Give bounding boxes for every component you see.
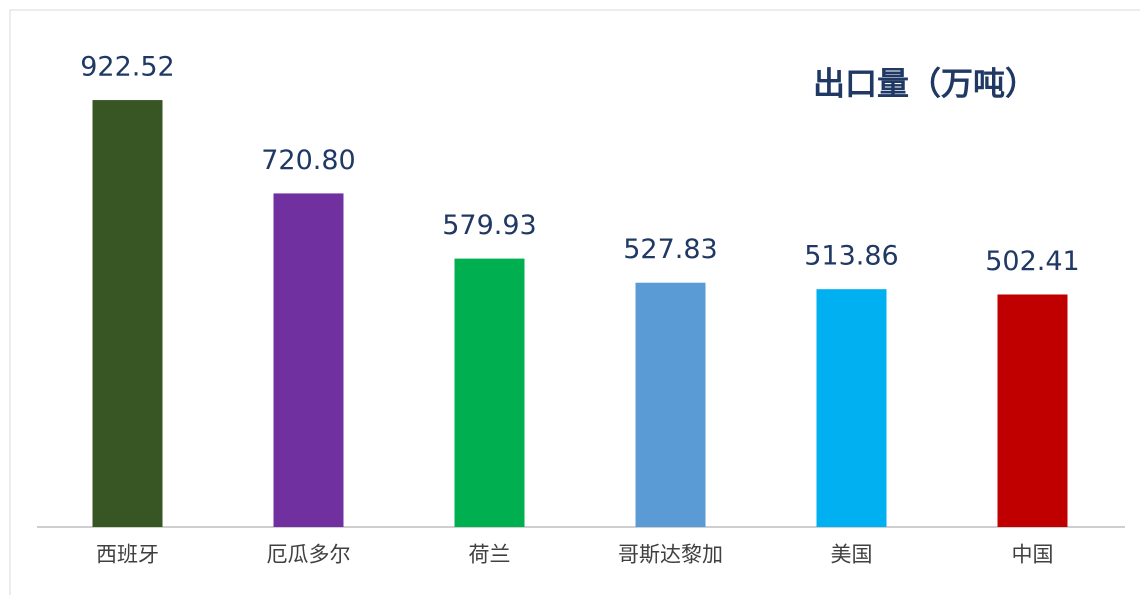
value-label: 579.93 (442, 210, 536, 241)
bar (635, 282, 706, 527)
chart-title: 出口量（万吨） (813, 65, 1037, 103)
value-label: 922.52 (80, 52, 174, 83)
bar (816, 289, 887, 527)
bar (273, 193, 344, 527)
bar (997, 294, 1068, 527)
x-tick-label: 美国 (831, 543, 873, 567)
x-tick-label: 厄瓜多尔 (267, 543, 351, 567)
bar (454, 258, 525, 527)
bar (92, 100, 163, 528)
x-tick-label: 中国 (1012, 543, 1054, 567)
value-label: 720.80 (261, 145, 355, 176)
value-label: 502.41 (985, 246, 1079, 277)
chart-frame (9, 9, 1140, 595)
value-label: 513.86 (804, 241, 898, 272)
x-tick-label: 荷兰 (469, 543, 511, 567)
x-tick-label: 西班牙 (96, 543, 159, 567)
value-label: 527.83 (623, 234, 717, 265)
x-tick-label: 哥斯达黎加 (618, 543, 723, 567)
